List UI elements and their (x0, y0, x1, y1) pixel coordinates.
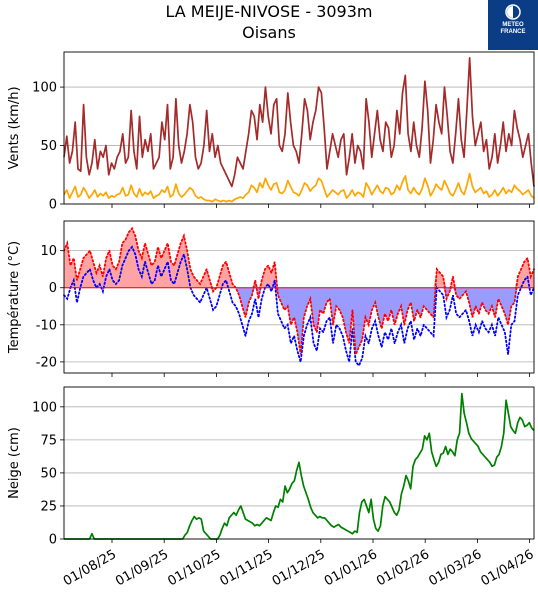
xtick-label: 01/04/26 (479, 547, 537, 589)
snow-series-line-0 (64, 392, 535, 540)
xtick-label: 01/12/25 (270, 547, 328, 589)
logo-emblem-icon (505, 4, 521, 20)
chart-subtitle: Oisans (242, 23, 296, 42)
wind-ylabel: Vents (km/h) (7, 86, 22, 169)
wind-series-line-1 (63, 172, 535, 203)
snow-frame (63, 386, 535, 540)
xtick-label: 01/01/26 (322, 547, 380, 589)
wind-ytick-label: 50 (40, 139, 57, 154)
logo-text-line1: METEO (502, 22, 524, 28)
snow-ylabel: Neige (cm) (7, 427, 22, 499)
wind-panel: 0 50 100 Vents (km/h) (7, 51, 535, 213)
temperature-panel: -20 -10 0 10 Température (°C) (7, 220, 535, 377)
meteo-france-logo: METEO FRANCE (488, 0, 538, 50)
temperature-positive-area (64, 228, 534, 288)
snow-ytick-label: 75 (40, 433, 57, 448)
xtick-label: 01/11/25 (218, 547, 276, 589)
date-axis: 01/08/2501/09/2501/10/2501/11/2501/12/25… (61, 547, 537, 589)
chart-title: LA MEIJE-NIVOSE - 3093m (165, 2, 373, 21)
temperature-ytick-label: -20 (36, 355, 57, 370)
temperature-negative-area (64, 287, 534, 355)
temperature-ytick-label: 0 (49, 281, 57, 296)
temperature-min-line (63, 245, 535, 368)
snow-ytick-label: 0 (49, 533, 57, 548)
snow-ytick-label: 100 (32, 400, 57, 415)
xtick-label: 01/08/25 (61, 547, 119, 589)
xtick-label: 01/02/26 (374, 547, 432, 589)
wind-ytick-label: 100 (32, 81, 57, 96)
temperature-frame (63, 220, 535, 374)
snow-panel: 0 25 50 75 100 Neige (cm) (7, 386, 535, 548)
xtick-label: 01/10/25 (165, 547, 223, 589)
wind-series-line-0 (63, 56, 535, 188)
wind-ytick-label: 0 (49, 198, 57, 213)
snow-ytick-label: 50 (40, 466, 57, 481)
temperature-max-line (63, 226, 535, 355)
wind-frame (63, 51, 535, 205)
temperature-ytick-label: 10 (40, 244, 57, 259)
xtick-label: 01/03/26 (426, 547, 484, 589)
temperature-ytick-label: -10 (36, 318, 57, 333)
snow-ytick-label: 25 (40, 499, 57, 514)
logo-text-line2: FRANCE (500, 29, 526, 35)
xtick-label: 01/09/25 (113, 547, 171, 589)
temperature-ylabel: Température (°C) (7, 241, 22, 354)
